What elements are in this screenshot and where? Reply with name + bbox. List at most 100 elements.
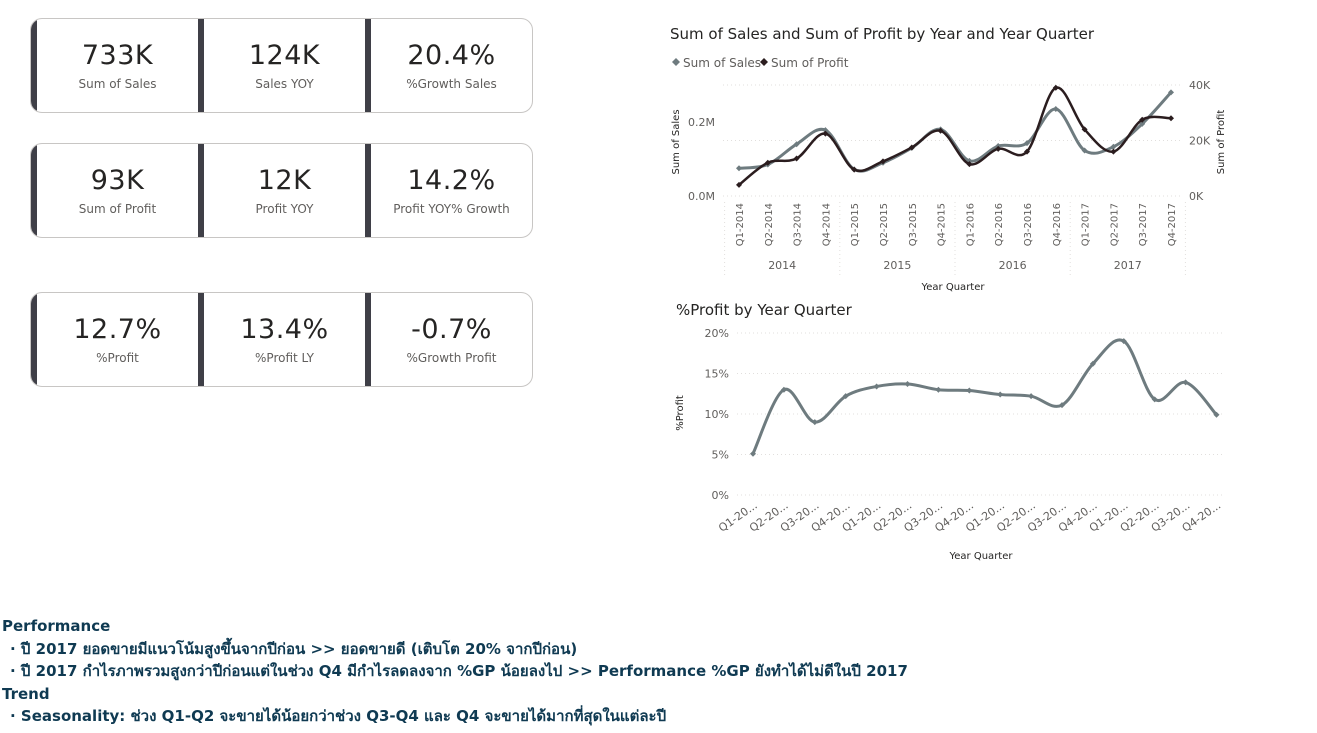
- kpi-value: 20.4%: [407, 40, 496, 71]
- x-tick: Q2-2015: [879, 203, 890, 246]
- kpi-value: 93K: [90, 165, 145, 196]
- data-point: [908, 144, 915, 151]
- x-tick: Q4-2015: [937, 203, 948, 246]
- kpi-card-margin: 12.7% %Profit 13.4% %Profit LY -0.7% %Growt…: [30, 292, 533, 387]
- y-tick: 15%: [705, 368, 729, 381]
- kpi-value: 124K: [248, 40, 321, 71]
- data-point: [1213, 411, 1220, 418]
- data-point: [793, 141, 800, 148]
- kpi-value: 733K: [81, 40, 154, 71]
- kpi-label: %Profit LY: [255, 351, 314, 365]
- data-point: [822, 130, 829, 137]
- data-point: [1139, 116, 1146, 123]
- data-point: [1081, 147, 1088, 154]
- data-point: [811, 419, 818, 426]
- sales-profit-chart[interactable]: Sum of Sales and Sum of Profit by Year a…: [667, 10, 1317, 300]
- grid: [737, 332, 1223, 496]
- data-point: [736, 165, 742, 172]
- data-point: [736, 181, 742, 188]
- data-point: [764, 159, 771, 166]
- data-point: [1151, 396, 1158, 403]
- y-axis-title-right: Sum of Profit: [1216, 110, 1227, 175]
- data-point: [1110, 148, 1117, 155]
- kpi-value: 12K: [257, 165, 312, 196]
- x-axis-title: Year Quarter: [949, 551, 1014, 562]
- x-tick: Q4-2017: [1167, 203, 1178, 246]
- kpi-tile: 12.7% %Profit: [31, 293, 198, 386]
- series-lines: [750, 338, 1220, 457]
- x-tick: Q1-2014: [735, 203, 746, 246]
- kpi-label: %Growth Profit: [406, 351, 497, 365]
- series-line: [738, 86, 1172, 186]
- data-point: [1028, 393, 1035, 400]
- kpi-value: 12.7%: [73, 314, 162, 345]
- kpi-label: %Growth Sales: [406, 77, 497, 91]
- year-label: 2015: [883, 259, 911, 272]
- kpi-value: -0.7%: [411, 314, 492, 345]
- trend-heading: Trend: [2, 684, 50, 703]
- x-tick: Q4-2014: [821, 203, 832, 246]
- series-line: [738, 91, 1173, 173]
- data-point: [1110, 143, 1117, 150]
- axes: 0.0M 0.2M 0K 20K 40K Q1-2014 Q2-2014 Q3-2014 Q4-…: [688, 79, 1211, 272]
- x-tick: Q2-2014: [764, 203, 775, 246]
- kpi-label: Sum of Sales: [78, 77, 157, 91]
- x-tick: Q3-2016: [1023, 203, 1034, 246]
- kpi-value: 13.4%: [240, 314, 329, 345]
- data-point: [1059, 402, 1065, 409]
- data-point: [880, 158, 886, 165]
- performance-heading: Performance: [2, 617, 111, 635]
- kpi-tile: 733K Sum of Sales: [31, 19, 198, 112]
- y-tick-right: 40K: [1189, 79, 1211, 92]
- data-point: [793, 155, 800, 162]
- y-tick-left: 0.2M: [688, 116, 715, 129]
- series-lines: [736, 84, 1174, 188]
- x-tick: Q1-2016: [965, 203, 976, 246]
- x-tick: Q1-2015: [850, 203, 861, 246]
- data-point: [904, 381, 911, 388]
- chart-legend[interactable]: Sum of Sales Sum of Profit: [672, 56, 849, 70]
- kpi-tile: 20.4% %Growth Sales: [365, 19, 532, 112]
- y-tick: 5%: [712, 449, 729, 462]
- kpi-tile: 93K Sum of Profit: [31, 144, 198, 237]
- data-point: [1168, 89, 1174, 96]
- x-tick: Q3-2014: [793, 203, 804, 246]
- kpi-tile: 13.4% %Profit LY: [198, 293, 365, 386]
- data-point: [750, 450, 756, 457]
- kpi-label: Profit YOY: [255, 202, 314, 216]
- data-point: [1168, 115, 1174, 122]
- axes: 0%5%10%15%20%Q1-20...Q2-20...Q3-20...Q4-…: [705, 327, 1224, 535]
- y-tick-right: 0K: [1189, 190, 1204, 203]
- x-tick: Q1-2017: [1081, 203, 1092, 246]
- kpi-card-profit: 93K Sum of Profit 12K Profit YOY 14.2% Prof…: [30, 143, 533, 238]
- data-point: [1120, 338, 1127, 345]
- y-tick: 10%: [705, 408, 729, 421]
- x-tick: Q3-2017: [1138, 203, 1149, 246]
- kpi-label: %Profit: [96, 351, 139, 365]
- kpi-card-sales: 733K Sum of Sales 124K Sales YOY 20.4% %Gro…: [30, 18, 533, 113]
- kpi-tile: 14.2% Profit YOY% Growth: [365, 144, 532, 237]
- chart-title: %Profit by Year Quarter: [676, 301, 853, 319]
- data-point: [995, 145, 1002, 152]
- y-tick: 0%: [712, 489, 729, 502]
- insight-notes: Performance · ปี 2017 ยอดขายมีแนวโน้มสูง…: [2, 615, 908, 728]
- year-label: 2016: [999, 259, 1027, 272]
- data-point: [1052, 106, 1059, 113]
- kpi-tile: -0.7% %Growth Profit: [365, 293, 532, 386]
- kpi-label: Sum of Profit: [78, 202, 157, 216]
- data-point: [1024, 140, 1030, 147]
- legend-label-sales: Sum of Sales: [683, 56, 761, 70]
- data-point: [780, 386, 787, 393]
- performance-item: · ปี 2017 กำไรภาพรวมสูงกว่าปีก่อนแต่ในช่…: [10, 662, 908, 680]
- series-line: [751, 338, 1218, 455]
- trend-item: · Seasonality: ช่วง Q1-Q2 จะขายได้น้อยกว…: [10, 707, 667, 725]
- y-axis-title: %Profit: [675, 395, 686, 431]
- legend-diamond-sales: [672, 58, 680, 66]
- data-point: [851, 166, 858, 173]
- data-point: [1139, 120, 1146, 127]
- profit-pct-chart[interactable]: %Profit by Year Quarter %Profit Year Qua…: [667, 295, 1317, 565]
- kpi-label: Sales YOY: [255, 77, 314, 91]
- x-tick: Q2-2016: [994, 203, 1005, 246]
- kpi-label: Profit YOY% Growth: [393, 202, 510, 216]
- data-point: [1081, 126, 1088, 133]
